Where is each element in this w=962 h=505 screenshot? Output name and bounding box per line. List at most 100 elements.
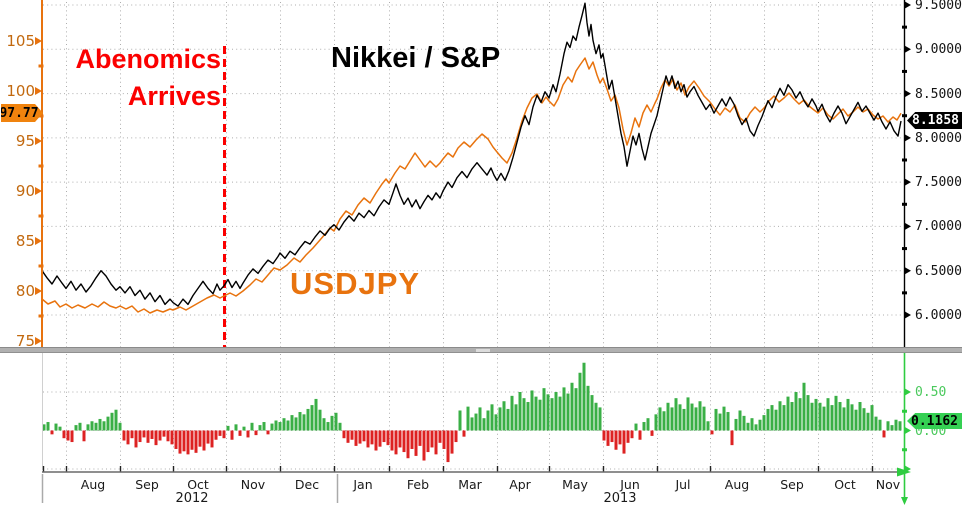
histogram-bar-positive xyxy=(262,422,266,431)
left-axis-minor-tick xyxy=(38,114,44,118)
right-axis-tick-label: 8.5000 xyxy=(915,86,962,102)
histogram-bar-positive xyxy=(274,420,278,431)
right-axis-tick-arrow-icon xyxy=(904,178,911,187)
histogram-bar-negative xyxy=(246,430,250,438)
splitter-top-edge xyxy=(0,347,962,348)
histogram-bar-positive xyxy=(726,412,730,431)
histogram-bar-negative xyxy=(650,430,654,436)
histogram-bar-negative xyxy=(442,430,446,449)
histogram-bar-positive xyxy=(802,382,806,431)
histogram-bar-positive xyxy=(674,398,678,431)
sub-axis-minor-tick xyxy=(902,409,907,413)
histogram-bar-negative xyxy=(182,430,186,452)
histogram-bar-negative xyxy=(382,430,386,443)
histogram-bar-positive xyxy=(106,416,110,431)
histogram-bar-positive xyxy=(762,415,766,431)
sub-axis-tick-label: 0.50 xyxy=(915,385,947,400)
histogram-bar-positive xyxy=(654,414,658,431)
panel-splitter[interactable] xyxy=(0,347,962,353)
left-axis-minor-tick xyxy=(38,64,44,68)
histogram-bar-positive xyxy=(754,424,758,431)
histogram-bar-negative xyxy=(230,430,234,440)
histogram-bar-positive xyxy=(534,396,538,431)
right-axis-minor-tick xyxy=(902,291,907,295)
left-axis-tick-label: 105 xyxy=(6,32,35,50)
sub-axis-tick-arrow-icon xyxy=(904,465,911,473)
histogram-bar-negative xyxy=(206,430,210,444)
histogram-bar-negative xyxy=(610,430,614,443)
histogram-bar-positive xyxy=(338,422,342,431)
histogram-bar-positive xyxy=(894,419,898,431)
histogram-bar-negative xyxy=(358,430,362,444)
ratio-last-price-badge: 8.1858 xyxy=(907,112,962,129)
histogram-bar-positive xyxy=(834,395,838,431)
histogram-bar-positive xyxy=(770,405,774,431)
x-axis-month-label: Jun xyxy=(620,477,640,492)
histogram-bar-negative xyxy=(342,430,346,439)
histogram-bar-negative xyxy=(622,430,626,454)
histogram-bar-positive xyxy=(234,424,238,431)
histogram-bar-positive xyxy=(746,422,750,431)
histogram-bar-negative xyxy=(370,430,374,445)
histogram-bar-positive xyxy=(110,412,114,431)
abenomics-annotation: Abenomics Arrives xyxy=(75,41,221,115)
right-axis-tick-label: 8.0000 xyxy=(915,130,962,146)
histogram-bar-negative xyxy=(606,430,610,446)
histogram-bar-positive xyxy=(310,405,314,431)
right-axis-minor-tick xyxy=(902,202,907,206)
histogram-bar-positive xyxy=(546,394,550,431)
histogram-bar-positive xyxy=(98,418,102,431)
histogram-bar-negative xyxy=(366,430,370,448)
histogram-bar-negative xyxy=(50,430,54,435)
histogram-bar-positive xyxy=(102,421,106,431)
histogram-bar-positive xyxy=(90,421,94,431)
histogram-bar-negative xyxy=(630,430,634,439)
histogram-bar-negative xyxy=(374,430,378,451)
x-axis-month-label: Aug xyxy=(80,477,106,492)
histogram-bar-positive xyxy=(818,402,822,431)
histogram-bar-negative xyxy=(214,430,218,440)
right-axis-tick-arrow-icon xyxy=(904,1,911,9)
right-axis-minor-tick xyxy=(902,69,907,73)
histogram-bar-negative xyxy=(454,430,458,443)
abenomics-annotation-line2: Arrives xyxy=(127,81,221,111)
x-axis-month-label: Aug xyxy=(724,477,750,492)
splitter-grip[interactable] xyxy=(476,348,490,352)
histogram-bar-positive xyxy=(566,393,570,431)
histogram-bar-positive xyxy=(118,422,122,431)
histogram-bar-negative xyxy=(222,430,226,439)
histogram-bar-negative xyxy=(378,430,382,447)
x-axis-month-label: Feb xyxy=(406,477,430,492)
histogram-bar-positive xyxy=(474,413,478,431)
right-axis-tick-arrow-icon xyxy=(904,45,911,54)
right-axis-tick-arrow-icon xyxy=(904,89,911,98)
histogram-bar-positive xyxy=(862,408,866,431)
histogram-bar-positive xyxy=(574,388,578,431)
histogram-bar-negative xyxy=(146,430,150,443)
histogram-bar-positive xyxy=(778,401,782,431)
histogram-bar-negative xyxy=(82,430,86,442)
right-axis-tick-label: 7.5000 xyxy=(915,175,962,191)
histogram-bar-negative xyxy=(70,430,74,443)
x-axis-month-label: Dec xyxy=(294,477,320,492)
histogram-bar-positive xyxy=(314,398,318,431)
histogram-bar-positive xyxy=(510,395,514,431)
histogram-bar-positive xyxy=(870,405,874,431)
histogram-bar-positive xyxy=(458,410,462,431)
histogram-bar-positive xyxy=(58,426,62,431)
histogram-bar-negative xyxy=(438,430,442,443)
sub-axis-tick-arrow-icon xyxy=(904,388,911,396)
histogram-bar-negative xyxy=(414,430,418,456)
histogram-bar-positive xyxy=(794,392,798,431)
histogram-bar-positive xyxy=(334,412,338,431)
left-axis-tick-arrow-icon xyxy=(35,137,42,145)
histogram-bar-negative xyxy=(122,430,126,441)
histogram-bar-negative xyxy=(410,430,414,449)
x-axis-month-label: Oct xyxy=(187,477,209,492)
histogram-bar-positive xyxy=(322,418,326,431)
histogram-bar-positive xyxy=(738,410,742,431)
histogram-bar-negative xyxy=(450,430,454,454)
histogram-bar-positive xyxy=(758,419,762,431)
